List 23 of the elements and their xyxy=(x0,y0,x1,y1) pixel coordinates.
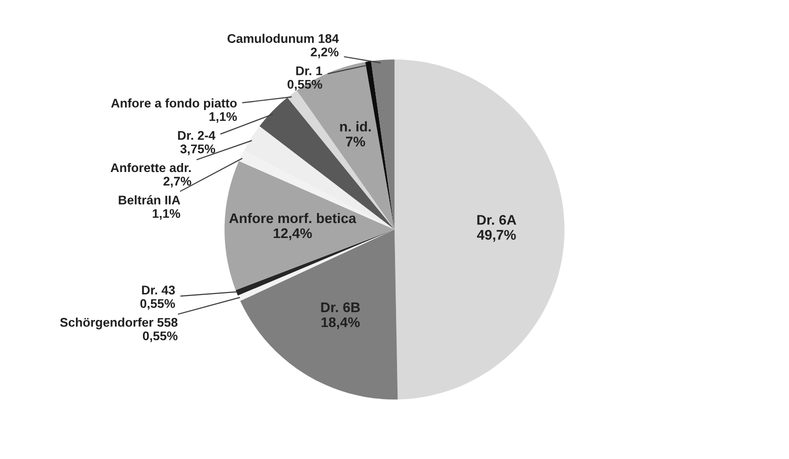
data-label: 0,55% xyxy=(140,299,175,310)
slice-label: Dr. 2-4 xyxy=(178,131,216,140)
slice-label: Anfore a fondo piatto xyxy=(111,98,237,110)
slice-label: Dr. 43 xyxy=(142,286,175,295)
data-label: 3,75% xyxy=(180,144,216,156)
data-label: 1,1% xyxy=(152,209,180,220)
data-label: 18,4% xyxy=(322,317,360,330)
data-label: 2,2% xyxy=(310,48,339,58)
data-label: 0,55% xyxy=(142,331,178,342)
data-label: 12,4% xyxy=(274,228,312,240)
slice-label: Camulodunum 184 xyxy=(228,34,339,43)
slice-label: Dr. 6B xyxy=(321,302,360,312)
data-label: 7% xyxy=(346,136,366,146)
data-label: 49,7% xyxy=(477,230,516,242)
slice-label: Anforette adr. xyxy=(110,162,191,172)
slice-label: Dr. 1 xyxy=(296,66,322,76)
slice-label: Beltrán IIA xyxy=(118,195,180,204)
data-label: 2,7% xyxy=(164,176,192,188)
data-label: 1,1% xyxy=(210,112,237,123)
slice-label: n. id. xyxy=(340,121,371,132)
slice-label: Anfore morf. betica xyxy=(229,212,356,224)
slice-label: Dr. 6A xyxy=(477,214,516,225)
slice-label: Schörgendorfer 558 xyxy=(60,318,178,330)
